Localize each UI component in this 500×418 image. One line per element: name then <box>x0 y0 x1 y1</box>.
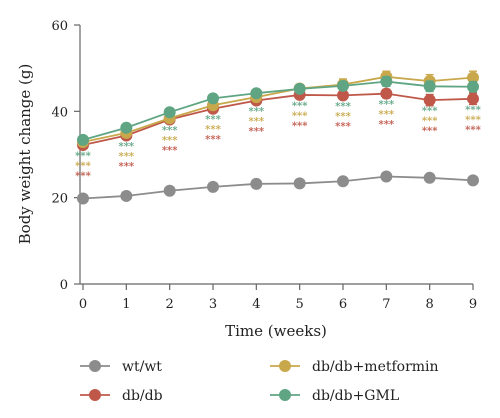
legend-marker-2 <box>279 360 291 372</box>
data-point-3-4 <box>250 87 263 100</box>
data-point-0-4 <box>250 177 263 190</box>
significance-marker-1-7: *** <box>378 110 394 121</box>
data-point-3-3 <box>207 92 219 105</box>
y-tick-label-1: 20 <box>51 192 68 207</box>
y-axis-title: Body weight change (g) <box>16 64 34 245</box>
significance-marker-0-2: *** <box>162 126 178 137</box>
series-line-2 <box>82 75 474 143</box>
significance-marker-0-1: *** <box>118 142 134 153</box>
data-point-0-7 <box>380 170 393 183</box>
significance-marker-0-7: *** <box>378 100 394 111</box>
significance-marker-1-3: *** <box>205 125 221 136</box>
significance-marker-2-1: *** <box>118 162 134 173</box>
significance-marker-1-9: *** <box>465 115 481 126</box>
significance-marker-0-9: *** <box>465 105 481 116</box>
legend-label-2: db/db+metformin <box>312 359 439 375</box>
data-point-0-8 <box>423 171 436 184</box>
y-tick-label-3: 60 <box>51 19 68 34</box>
data-point-1-7 <box>380 87 393 100</box>
x-tick-label-3: 3 <box>209 297 217 312</box>
x-tick-label-7: 7 <box>382 297 390 312</box>
data-point-3-8 <box>423 80 436 93</box>
data-point-2-9 <box>467 71 479 84</box>
significance-marker-2-8: *** <box>422 126 438 137</box>
significance-marker-1-5: *** <box>292 111 308 122</box>
y-tick-label-2: 40 <box>51 105 68 120</box>
series-line-0 <box>82 175 474 200</box>
significance-marker-0-5: *** <box>292 101 308 112</box>
data-point-0-2 <box>163 184 176 197</box>
data-point-1-8 <box>423 94 436 107</box>
significance-marker-0-8: *** <box>422 106 438 117</box>
legend-label-0: wt/wt <box>122 359 162 375</box>
y-tick-label-0: 0 <box>60 278 68 293</box>
significance-marker-1-2: *** <box>162 136 178 147</box>
series-line-1 <box>82 92 474 146</box>
data-point-3-1 <box>120 121 133 134</box>
data-point-3-9 <box>467 80 479 93</box>
significance-marker-2-3: *** <box>205 135 221 146</box>
data-point-0-6 <box>337 175 349 188</box>
significance-marker-1-1: *** <box>118 152 134 163</box>
data-point-0-9 <box>467 174 479 187</box>
data-point-0-5 <box>293 177 306 190</box>
axes <box>79 25 473 285</box>
legend-label-1: db/db <box>122 388 163 404</box>
data-point-1-6 <box>337 89 349 102</box>
significance-marker-0-4: *** <box>248 107 264 118</box>
data-point-3-2 <box>163 106 176 119</box>
significance-marker-0-3: *** <box>205 115 221 126</box>
legend-label-3: db/db+GML <box>312 388 399 404</box>
significance-marker-1-0: *** <box>75 161 91 172</box>
legend-marker-1 <box>89 389 101 401</box>
x-tick-label-9: 9 <box>469 297 477 312</box>
significance-marker-2-9: *** <box>465 125 481 136</box>
x-tick-label-8: 8 <box>426 297 434 312</box>
x-tick-label-4: 4 <box>252 297 260 312</box>
significance-marker-0-6: *** <box>335 101 351 112</box>
legend: wt/wt db/db db/db+metformin db/db+GML <box>80 359 439 404</box>
significance-marker-2-0: *** <box>75 171 91 182</box>
significance-marker-1-8: *** <box>422 116 438 127</box>
x-tick-label-6: 6 <box>339 297 347 312</box>
x-tick-label-1: 1 <box>122 297 130 312</box>
x-axis-title: Time (weeks) <box>225 322 327 340</box>
x-tick-label-2: 2 <box>166 297 174 312</box>
data-point-1-9 <box>467 92 479 105</box>
data-point-0-0 <box>77 192 89 205</box>
significance-marker-1-4: *** <box>248 117 264 128</box>
significance-marker-2-6: *** <box>335 121 351 132</box>
significance-markers: ****************** *** ****** *************… <box>75 100 481 182</box>
x-tick-label-5: 5 <box>296 297 304 312</box>
significance-marker-2-7: *** <box>378 120 394 131</box>
data-point-3-5 <box>293 82 306 95</box>
series-line-3 <box>82 80 474 141</box>
data-point-3-7 <box>380 75 393 88</box>
significance-marker-0-0: *** <box>75 151 91 162</box>
significance-marker-2-5: *** <box>292 121 308 132</box>
ticks: 0 20 40 60 0 1 2 3 4 5 6 7 8 9 <box>51 19 477 312</box>
data-point-0-1 <box>120 189 133 202</box>
x-tick-label-0: 0 <box>79 297 87 312</box>
data-point-0-3 <box>207 180 219 193</box>
data-point-3-6 <box>337 79 349 92</box>
data-point-3-0 <box>77 133 89 146</box>
legend-marker-3 <box>279 389 291 401</box>
significance-marker-1-6: *** <box>335 111 351 122</box>
significance-marker-2-4: *** <box>248 127 264 138</box>
series-layer <box>77 70 479 205</box>
significance-marker-2-2: *** <box>162 146 178 157</box>
legend-marker-0 <box>89 360 101 372</box>
